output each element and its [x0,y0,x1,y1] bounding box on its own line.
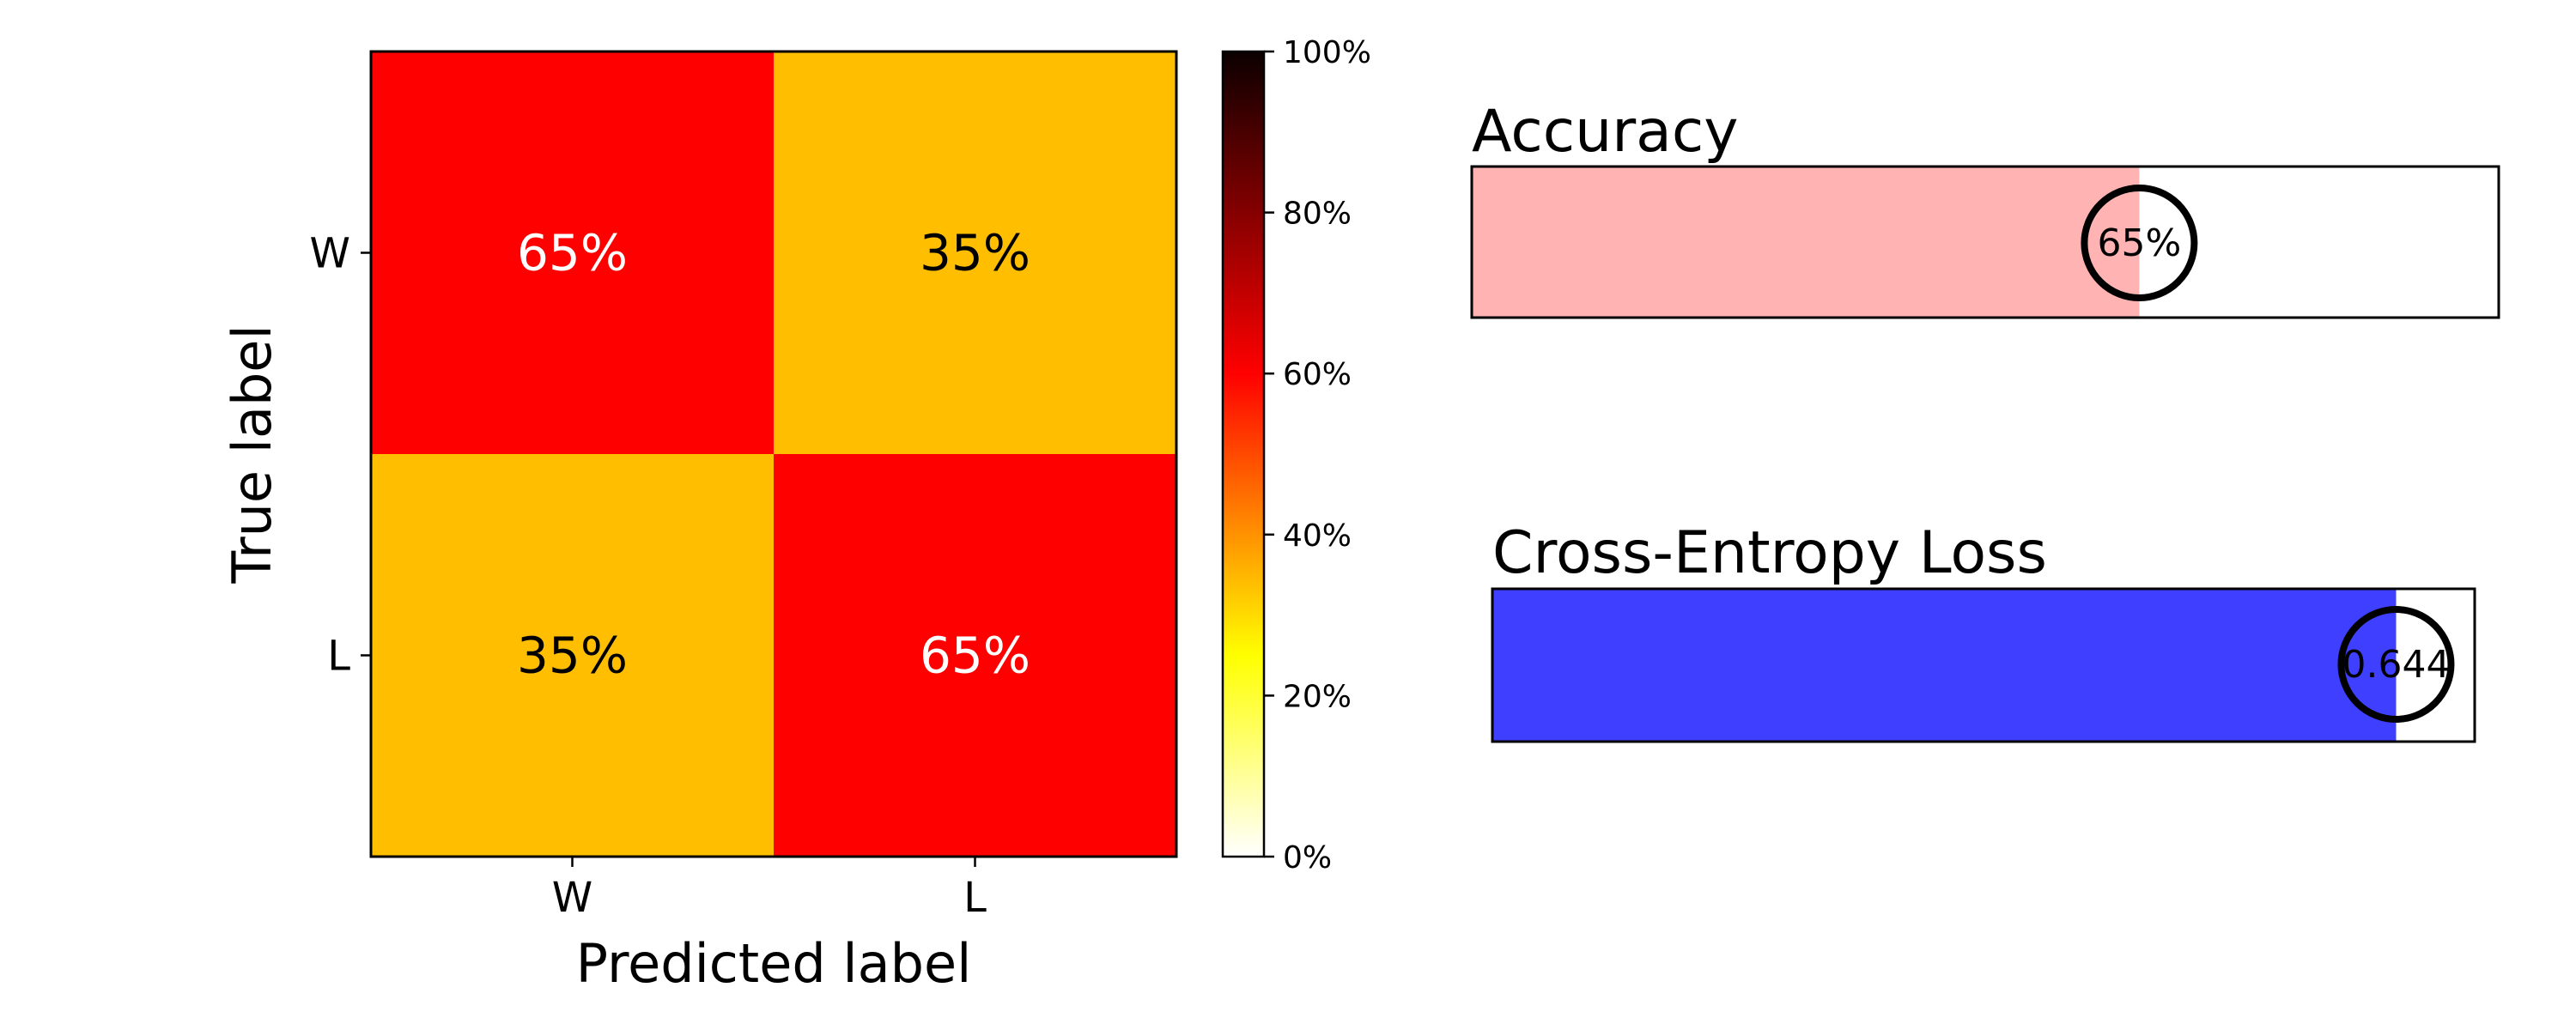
colorbar [1223,52,1264,857]
loss-value: 0.644 [2342,643,2450,687]
cell-W-W [371,52,774,454]
y-axis-label: True label [221,324,283,584]
colorbar-tick-label: 100% [1283,35,1371,70]
cell-label-W-L: 35% [920,224,1030,282]
x-axis-label: Predicted label [576,932,972,995]
colorbar-tick-label: 20% [1283,679,1352,714]
accuracy-bar-frame [1470,165,2500,319]
cell-W-L [774,52,1176,454]
cell-label-L-W: 35% [517,627,628,685]
loss-marker [2337,606,2455,723]
accuracy-marker [2081,185,2198,301]
confusion-matrix-frame [369,50,1178,858]
colorbar-ticks: 0% 20% 40% 60% 80% 100% [1264,35,1371,876]
cell-label-W-W: 65% [517,224,628,282]
colorbar-tick-label: 40% [1283,518,1352,554]
cell-label-L-L: 65% [920,627,1030,685]
y-tick-label: W [310,230,350,278]
cell-L-W [371,454,774,857]
loss-title: Cross-Entropy Loss [1492,519,2047,587]
y-axis-ticks: WL [310,230,371,681]
colorbar-tick-label: 0% [1283,840,1332,876]
confusion-matrix-cells: 65% 35% 35% 65% [371,52,1176,857]
cell-L-L [774,454,1176,857]
accuracy-bar-fill [1472,167,2140,318]
accuracy-title: Accuracy [1472,98,1738,166]
colorbar-tick-label: 60% [1283,357,1352,392]
colorbar-frame [1221,50,1266,858]
loss-bar-fill [1492,589,2397,742]
x-tick-label: W [552,874,592,922]
colorbar-tick-label: 80% [1283,197,1352,232]
accuracy-value: 65% [2098,221,2182,265]
y-tick-label: L [327,633,350,681]
x-tick-label: L [963,874,987,922]
loss-bar-frame [1491,587,2476,743]
